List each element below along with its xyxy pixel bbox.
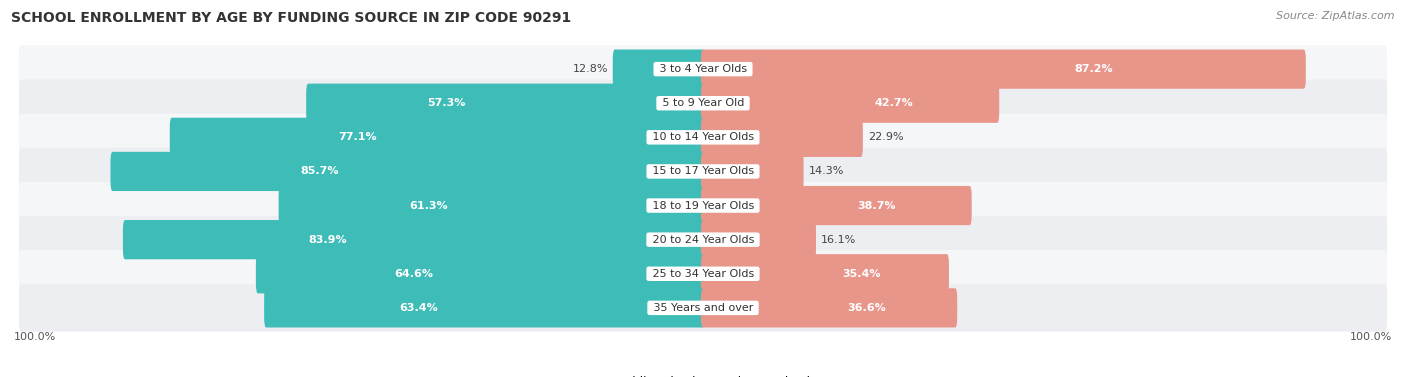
Text: 22.9%: 22.9% [868,132,903,143]
Text: 5 to 9 Year Old: 5 to 9 Year Old [658,98,748,108]
Text: 83.9%: 83.9% [308,234,347,245]
FancyBboxPatch shape [613,49,704,89]
Text: 3 to 4 Year Olds: 3 to 4 Year Olds [655,64,751,74]
FancyBboxPatch shape [18,148,1388,195]
Text: 18 to 19 Year Olds: 18 to 19 Year Olds [648,201,758,211]
FancyBboxPatch shape [702,84,1000,123]
FancyBboxPatch shape [702,152,804,191]
Text: 85.7%: 85.7% [299,166,339,176]
Text: 100.0%: 100.0% [14,332,56,342]
Text: 38.7%: 38.7% [858,201,896,211]
Text: 42.7%: 42.7% [875,98,914,108]
FancyBboxPatch shape [307,84,704,123]
FancyBboxPatch shape [702,220,815,259]
Text: 77.1%: 77.1% [339,132,377,143]
Text: 14.3%: 14.3% [808,166,844,176]
Text: 15 to 17 Year Olds: 15 to 17 Year Olds [648,166,758,176]
Text: 64.6%: 64.6% [394,269,433,279]
FancyBboxPatch shape [122,220,704,259]
Text: SCHOOL ENROLLMENT BY AGE BY FUNDING SOURCE IN ZIP CODE 90291: SCHOOL ENROLLMENT BY AGE BY FUNDING SOUR… [11,11,571,25]
Text: 63.4%: 63.4% [399,303,439,313]
FancyBboxPatch shape [18,80,1388,127]
Text: Source: ZipAtlas.com: Source: ZipAtlas.com [1277,11,1395,21]
Text: 87.2%: 87.2% [1074,64,1112,74]
FancyBboxPatch shape [702,254,949,293]
Text: 35.4%: 35.4% [842,269,880,279]
FancyBboxPatch shape [264,288,704,328]
Text: 12.8%: 12.8% [572,64,607,74]
FancyBboxPatch shape [18,284,1388,332]
Text: 16.1%: 16.1% [821,234,856,245]
FancyBboxPatch shape [702,288,957,328]
Text: 35 Years and over: 35 Years and over [650,303,756,313]
Text: 20 to 24 Year Olds: 20 to 24 Year Olds [648,234,758,245]
Text: 61.3%: 61.3% [409,201,447,211]
Legend: Public School, Private School: Public School, Private School [596,376,810,377]
FancyBboxPatch shape [256,254,704,293]
FancyBboxPatch shape [702,118,863,157]
Text: 57.3%: 57.3% [427,98,465,108]
FancyBboxPatch shape [18,250,1388,297]
FancyBboxPatch shape [111,152,704,191]
Text: 36.6%: 36.6% [848,303,886,313]
Text: 10 to 14 Year Olds: 10 to 14 Year Olds [648,132,758,143]
FancyBboxPatch shape [18,113,1388,161]
FancyBboxPatch shape [170,118,704,157]
FancyBboxPatch shape [702,186,972,225]
FancyBboxPatch shape [702,49,1306,89]
FancyBboxPatch shape [18,45,1388,93]
FancyBboxPatch shape [18,182,1388,229]
Text: 100.0%: 100.0% [1350,332,1392,342]
Text: 25 to 34 Year Olds: 25 to 34 Year Olds [648,269,758,279]
FancyBboxPatch shape [278,186,704,225]
FancyBboxPatch shape [18,216,1388,264]
